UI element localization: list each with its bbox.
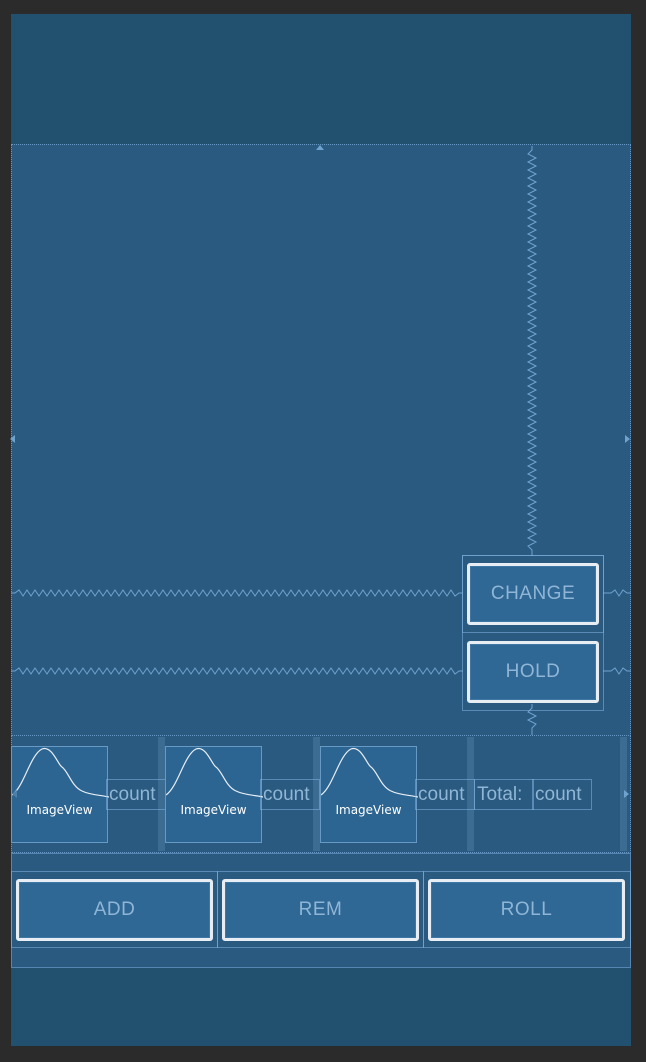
divider (313, 737, 320, 851)
arrow-icon (12, 790, 17, 798)
image-placeholder-icon (321, 747, 418, 798)
right-constraint-hold (603, 667, 631, 675)
die-count-2: count (260, 779, 320, 810)
rem-button[interactable]: REM (222, 879, 419, 941)
divider (620, 737, 627, 851)
image-label: ImageView (335, 803, 402, 817)
image-placeholder-icon (12, 747, 109, 798)
change-button[interactable]: CHANGE (467, 563, 599, 625)
die-image-1[interactable]: ImageView (11, 746, 109, 843)
image-label: ImageView (26, 803, 93, 817)
change-button-frame (462, 555, 604, 633)
die-count-3: count (415, 779, 475, 810)
divider (467, 737, 474, 851)
total-count: count (532, 779, 592, 810)
image-placeholder-icon (166, 747, 263, 798)
arrow-icon (316, 145, 324, 150)
arrow-icon (624, 790, 629, 798)
horizontal-constraint-change (11, 589, 463, 597)
roll-button[interactable]: ROLL (428, 879, 625, 941)
arrow-icon (10, 435, 15, 443)
vertical-constraint-line (526, 146, 538, 736)
die-count-1: count (106, 779, 166, 810)
image-label: ImageView (180, 803, 247, 817)
total-label: Total: (474, 779, 534, 810)
hold-button[interactable]: HOLD (467, 641, 599, 703)
divider (158, 737, 165, 851)
add-button[interactable]: ADD (16, 879, 213, 941)
horizontal-constraint-hold (11, 667, 463, 675)
die-image-3[interactable]: ImageView (320, 746, 418, 843)
right-constraint-change (603, 589, 631, 597)
die-image-2[interactable]: ImageView (165, 746, 263, 843)
roll-button-frame (423, 871, 631, 948)
main-layout (11, 144, 631, 736)
arrow-icon (625, 435, 630, 443)
